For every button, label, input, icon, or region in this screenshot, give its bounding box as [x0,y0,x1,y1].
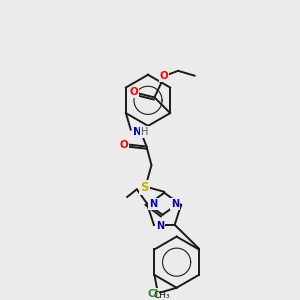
Text: H: H [141,127,148,137]
Text: N: N [133,127,142,137]
Text: O: O [119,140,128,150]
Text: N: N [156,221,164,231]
Text: O: O [129,88,138,98]
Text: CH₃: CH₃ [153,291,170,300]
Text: N: N [149,199,158,209]
Text: S: S [140,182,149,194]
Text: Cl: Cl [147,289,159,299]
Text: N: N [171,199,179,209]
Text: O: O [160,71,169,81]
